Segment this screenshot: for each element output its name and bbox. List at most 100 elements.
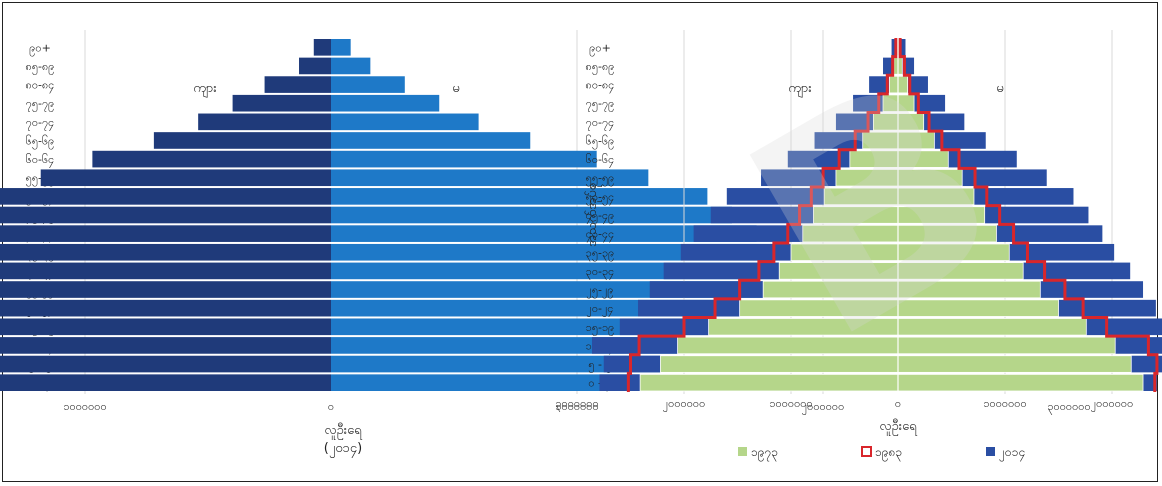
x-tick-label: ၃၀၀၀၀၀၀ <box>1047 400 1090 415</box>
bar-male <box>313 39 331 56</box>
male-label: ကျား <box>788 81 811 98</box>
age-group-label: ၆၅-၆၉ <box>586 134 615 149</box>
x-tick-label: ၂၀၀၀၀၀၀ <box>663 397 706 412</box>
x-tick-label: ၃၀၀၀၀၀၀ <box>555 397 598 412</box>
bar-female <box>331 132 531 149</box>
bar-male <box>0 262 332 280</box>
bar-female <box>331 225 757 242</box>
chart-panel-1: ၃၀၀၀၀၀၀ ၂၀၀၀၀၀၀ ၁၀၀၀၀၀၀ ၀ ၁၀၀၀၀၀၀ ၂၀၀၀၀၀၀ ၃၀၀၀… <box>0 30 1091 458</box>
bar-female <box>331 169 649 187</box>
x-tick-label: ၀ <box>328 400 334 413</box>
bar-1973-male <box>813 206 899 224</box>
age-group-label: ၇၀-၇၄ <box>586 116 615 131</box>
age-group-label: ၄၅-၄၉ <box>586 209 615 224</box>
bar-1973-male <box>660 355 899 373</box>
age-group-label: ၈၅-၈၉ <box>26 60 55 75</box>
age-group-label: ၈၀-၈၄ <box>586 79 615 94</box>
x-tick-label: ၂၀၀၀၀၀၀ <box>802 400 845 415</box>
x-axis-title: လူဦးရေ <box>879 418 917 436</box>
bar-1973-male <box>862 131 899 150</box>
bar-1973-male <box>823 187 899 206</box>
bar-1973-female <box>897 131 935 150</box>
bar-female <box>331 206 732 224</box>
age-group-label: ၁၅-၁၉ <box>586 321 615 336</box>
bar-1973-female <box>897 336 1116 355</box>
bar-male <box>0 337 331 354</box>
bar-male <box>0 188 332 205</box>
bar-male <box>0 299 331 317</box>
step-1983-right <box>898 38 1159 392</box>
bar-1973-female <box>897 169 963 187</box>
bar-male <box>0 206 331 224</box>
bar-1973-male <box>889 75 899 94</box>
bar-1973-female <box>897 373 1144 392</box>
age-group-label: ၆၀-၆၄ <box>26 153 55 168</box>
x-tick-label: ၁၀၀၀၀၀၀ <box>555 400 598 413</box>
bar-female <box>331 150 597 168</box>
bar-1973-female <box>897 243 1010 261</box>
bar-1973-female <box>897 187 975 206</box>
bar-female <box>331 39 351 56</box>
legend-label: ၂၀၁၄ <box>999 445 1025 462</box>
bar-female <box>331 57 371 75</box>
bar-1973-male <box>849 150 899 168</box>
female-label: မ <box>996 81 1003 96</box>
legend-swatch <box>861 446 872 457</box>
age-group-label: ၈၅-၈၉ <box>586 60 615 75</box>
bar-female <box>331 94 440 112</box>
age-group-label: ၂၅-၂၉ <box>586 284 613 299</box>
age-group-label: ၃၅-၃၉ <box>586 246 615 261</box>
age-group-label: ၅၅-၅၉ <box>586 172 615 187</box>
bar-male <box>92 150 331 168</box>
bar-1973-male <box>708 318 899 336</box>
bar-1973-female <box>897 280 1041 299</box>
age-group-label: ၆၅-၆၉ <box>26 134 55 149</box>
age-group-label: ၅၀-၅၄ <box>586 190 615 205</box>
bar-female <box>331 243 777 261</box>
x-tick-label: ၁၀၀၀၀၀၀ <box>983 397 1026 410</box>
bar-1973-male <box>893 57 899 75</box>
age-group-label: ၇၅-၇၉ <box>586 97 615 112</box>
age-group-label: ၄၀-၄၄ <box>586 228 615 243</box>
male-label: ကျား <box>193 81 216 98</box>
bar-1973-female <box>897 94 915 112</box>
age-group-label: ၂၀-၂၄ <box>586 302 613 317</box>
bar-1973-male <box>677 336 899 355</box>
bar-1973-male <box>872 113 899 131</box>
bar-1973-female <box>897 150 949 168</box>
bar-1973-female <box>897 75 909 94</box>
bar-1973-female <box>897 57 903 75</box>
legend-label: ၁၉၈၃ <box>875 445 902 462</box>
bar-1973-female <box>897 299 1059 317</box>
legend-swatch <box>986 447 995 456</box>
bar-male <box>40 169 331 187</box>
x-axis-subtitle: (၂၀၁၄) <box>324 441 362 458</box>
bar-male <box>0 225 331 242</box>
chart-panel-2: ၃၀၀၀၀၀၀၂၀၀၀၀၀၀၁၀၀၀၀၀၀၀၁၀၀၀၀၀၀၂၀၀၀၀၀၀၃၀၀၀… <box>555 30 1162 462</box>
bar-male <box>299 57 331 75</box>
bar-1973-male <box>778 262 899 280</box>
step-1983-left <box>626 38 898 392</box>
x-tick-label: ၂၀၀၀၀၀၀ <box>1091 397 1134 412</box>
bar-2014-female <box>898 39 906 56</box>
bar-male <box>198 113 331 131</box>
age-group-label: ၉၀+ <box>589 41 611 56</box>
bar-1973-female <box>897 224 997 243</box>
bar-male <box>232 94 331 112</box>
bar-male <box>264 76 331 93</box>
bar-1973-male <box>739 299 899 317</box>
bar-male <box>0 318 331 336</box>
bar-male <box>0 355 331 373</box>
bar-female <box>331 113 479 131</box>
age-group-label: ၉၀+ <box>29 41 51 56</box>
x-tick-label: ၀ <box>895 397 901 410</box>
bar-1973-male <box>762 280 899 299</box>
legend-label: ၁၉၇၃ <box>751 445 778 462</box>
bar-1973-male <box>790 243 899 261</box>
x-tick-label: ၁၀၀၀၀၀၀ <box>63 400 106 413</box>
bar-1973-male <box>882 94 899 112</box>
bar-1973-female <box>897 262 1024 280</box>
x-axis-title: လူဦးရေ <box>324 422 362 440</box>
bar-female <box>331 188 708 205</box>
